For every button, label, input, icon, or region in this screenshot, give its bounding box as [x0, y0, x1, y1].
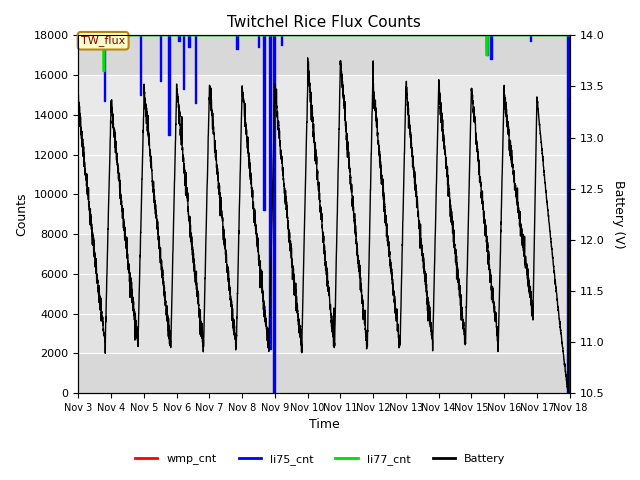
Bar — [79, 75, 570, 234]
X-axis label: Time: Time — [308, 419, 339, 432]
Bar — [79, 234, 570, 353]
Text: TW_flux: TW_flux — [81, 36, 125, 46]
Y-axis label: Battery (V): Battery (V) — [612, 180, 625, 249]
Legend: wmp_cnt, li75_cnt, li77_cnt, Battery: wmp_cnt, li75_cnt, li77_cnt, Battery — [131, 450, 509, 469]
Title: Twitchel Rice Flux Counts: Twitchel Rice Flux Counts — [227, 15, 421, 30]
Y-axis label: Counts: Counts — [15, 192, 28, 236]
